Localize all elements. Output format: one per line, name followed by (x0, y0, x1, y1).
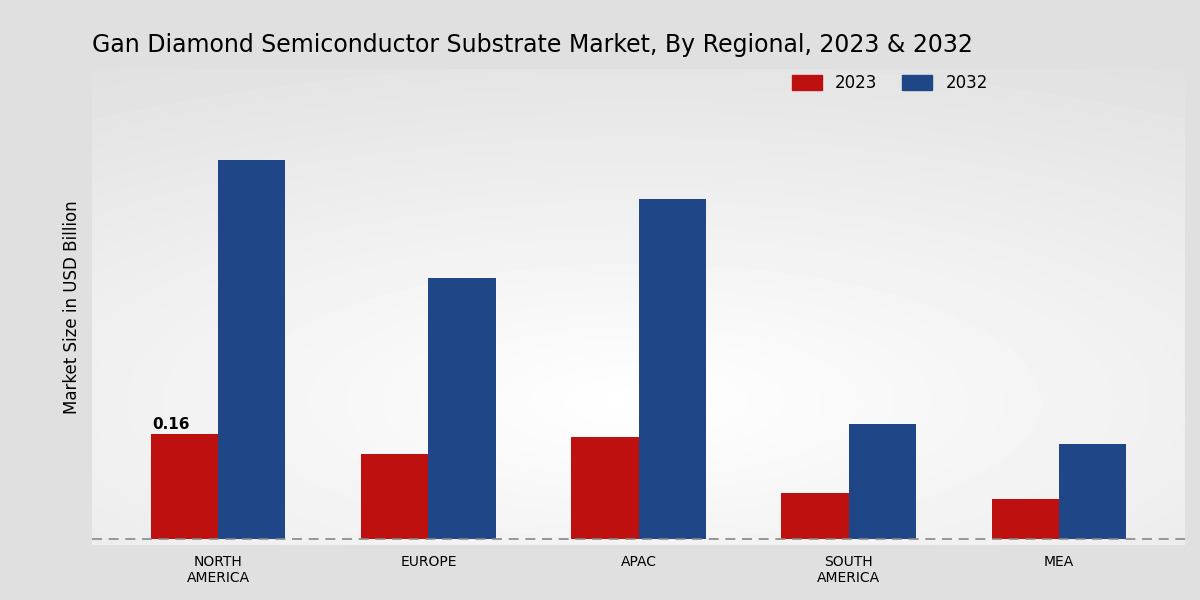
Bar (991, 499, 1058, 539)
Bar (571, 437, 638, 539)
Legend: 2023, 2032: 2023, 2032 (785, 67, 995, 99)
Bar (638, 199, 706, 539)
Text: 0.16: 0.16 (152, 416, 190, 431)
Bar (848, 424, 916, 539)
Bar (781, 493, 848, 539)
Bar (361, 454, 428, 539)
Text: Gan Diamond Semiconductor Substrate Market, By Regional, 2023 & 2032: Gan Diamond Semiconductor Substrate Mark… (92, 33, 973, 57)
Bar (1058, 444, 1126, 539)
Bar (218, 160, 286, 539)
Bar (151, 434, 218, 539)
Bar (428, 278, 496, 539)
Y-axis label: Market Size in USD Billion: Market Size in USD Billion (62, 200, 82, 413)
